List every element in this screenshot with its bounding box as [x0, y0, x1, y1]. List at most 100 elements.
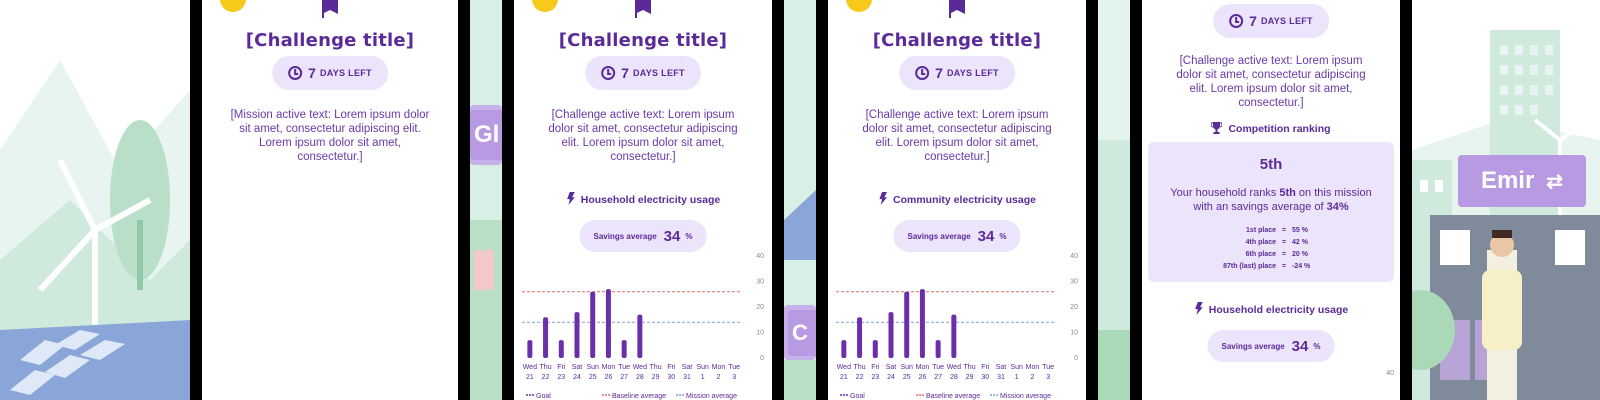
- x-tick-label-day: Fri: [557, 364, 566, 371]
- x-tick-label-day: Mon: [712, 364, 726, 371]
- challenge-title: [Challenge title]: [558, 30, 728, 51]
- days-left-badge: 7 DAYS LEFT: [899, 56, 1015, 90]
- side-label-partial: Gl: [470, 110, 504, 160]
- x-tick-label-day: Thu: [540, 364, 552, 371]
- x-tick-label-date: 28: [950, 374, 958, 381]
- y-tick-label: 20: [1070, 304, 1078, 311]
- x-tick-label-day: Thu: [964, 364, 976, 371]
- days-left-badge: 7 DAYS LEFT: [272, 56, 388, 90]
- y-tick-label: 30: [756, 279, 764, 286]
- legend-label: Baseline average: [926, 393, 980, 400]
- x-tick-label-date: 30: [981, 374, 989, 381]
- y-tick-label: 0: [760, 355, 764, 362]
- y-tick-label: 30: [1070, 279, 1078, 286]
- x-tick-label-day: Sun: [1010, 364, 1023, 371]
- days-left-badge: 7 DAYS LEFT: [1213, 4, 1329, 38]
- challenge-active-text: [Challenge active text: Lorem ipsum dolo…: [862, 109, 1052, 163]
- x-tick-label-date: 2: [1030, 374, 1034, 381]
- x-tick-label-date: 3: [1046, 374, 1050, 381]
- x-tick-label-day: Tue: [728, 364, 740, 371]
- y-tick-label: 40: [756, 253, 764, 260]
- x-tick-label-date: 22: [856, 374, 864, 381]
- x-tick-label-day: Fri: [871, 364, 880, 371]
- section-title: Household electricity usage: [514, 192, 772, 206]
- x-tick-label-date: 1: [1015, 374, 1019, 381]
- days-left-badge: 7 DAYS LEFT: [585, 56, 701, 90]
- flag-icon: [949, 0, 965, 18]
- chart-bar: [543, 317, 549, 358]
- x-tick-label-date: 24: [887, 374, 895, 381]
- challenge-active-text: [Challenge active text: Lorem ipsum dolo…: [548, 109, 738, 163]
- x-tick-label-date: 31: [683, 374, 691, 381]
- phone-screen-1: [Challenge title] 7 DAYS LEFT [Mission a…: [190, 0, 470, 400]
- section-title: Community electricity usage: [828, 192, 1086, 206]
- x-tick-label-day: Wed: [523, 364, 537, 371]
- savings-average-badge: Savings average 34 %: [1207, 330, 1335, 362]
- chart-bar: [621, 340, 627, 358]
- mission-active-text: [Mission active text: Lorem ipsum dolor …: [230, 109, 430, 163]
- x-tick-label-day: Tue: [932, 364, 944, 371]
- y-tick-label: 0: [1074, 355, 1078, 362]
- phone-screen-3: [Challenge title] 7 DAYS LEFT [Challenge…: [816, 0, 1098, 400]
- legend-label: Goal: [536, 393, 551, 400]
- list-item: 87th (last) place = -24 %: [1223, 262, 1311, 270]
- electricity-bar-chart: 0 10 20 30 40 Wed 21 Thu 22 Fri 23 Sat 24 Sun 25 Mon 26 T…: [514, 250, 772, 400]
- x-tick-label-date: 23: [557, 374, 565, 381]
- chart-bar: [637, 314, 643, 358]
- chart-bar: [590, 291, 596, 358]
- rank-list: 1st place = 55 % 4th place = 42 % 6th pl…: [1148, 224, 1394, 272]
- chart-bar: [605, 289, 611, 358]
- lightning-icon: [1195, 302, 1203, 315]
- x-tick-label-date: 29: [652, 374, 660, 381]
- swap-arrows-icon: ⇄: [1546, 170, 1564, 193]
- flag-icon: [635, 0, 651, 18]
- legend-label: Goal: [850, 393, 865, 400]
- chart-bar: [888, 312, 894, 358]
- avatar-name: Emir: [1480, 167, 1535, 194]
- x-tick-label-day: Sun: [696, 364, 709, 371]
- x-tick-label-day: Wed: [837, 364, 851, 371]
- list-item: 1st place = 55 %: [1246, 226, 1308, 234]
- x-tick-label-date: 2: [716, 374, 720, 381]
- lightning-icon: [567, 192, 575, 205]
- flag-icon: [322, 0, 338, 18]
- x-tick-label-day: Tue: [1042, 364, 1054, 371]
- y-tick-label: 20: [756, 304, 764, 311]
- savings-average-badge: Savings average 34 %: [579, 220, 707, 252]
- x-tick-label-day: Thu: [854, 364, 866, 371]
- sun-icon: [220, 0, 246, 12]
- x-tick-label-day: Sat: [886, 364, 897, 371]
- avatar-name-tag[interactable]: Emir ⇄: [1458, 155, 1586, 207]
- sun-icon: [532, 0, 558, 12]
- challenge-title: [Challenge title]: [872, 30, 1042, 51]
- avatar-person-illustration: [1482, 230, 1522, 400]
- x-tick-label-date: 26: [605, 374, 613, 381]
- x-tick-label-date: 26: [919, 374, 927, 381]
- x-tick-label-date: 22: [542, 374, 550, 381]
- chart-bar: [527, 340, 533, 358]
- x-tick-label-date: 25: [589, 374, 597, 381]
- x-tick-label-day: Sun: [900, 364, 913, 371]
- chart-bar: [951, 314, 957, 358]
- x-tick-label-day: Wed: [633, 364, 647, 371]
- challenge-active-text: [Challenge active text: Lorem ipsum dolo…: [1176, 55, 1366, 109]
- clock-icon: [288, 66, 303, 80]
- side-label-partial-2: C: [788, 310, 816, 356]
- rank-place: 5th: [1259, 156, 1283, 173]
- list-item: 4th place = 42 %: [1245, 238, 1308, 246]
- solar-panel-icon: [0, 320, 190, 400]
- clock-icon: [601, 66, 616, 80]
- ranking-section-title: Competition ranking: [1142, 122, 1400, 135]
- x-tick-label-date: 3: [732, 374, 736, 381]
- bar-chart-svg: 010203040Wed21Thu22Fri23Sat24Sun25Mon26T…: [522, 253, 764, 400]
- x-tick-label-day: Fri: [981, 364, 990, 371]
- y-tick-label: 40: [1070, 253, 1078, 260]
- savings-average-badge: Savings average 34 %: [893, 220, 1021, 252]
- section-title: Household electricity usage: [1142, 302, 1400, 316]
- chart-bar: [857, 317, 863, 358]
- chart-bar: [574, 312, 580, 358]
- chart-bar: [904, 291, 910, 358]
- x-tick-label-day: Mon: [1026, 364, 1040, 371]
- bar-chart-svg: 010203040Wed21Thu22Fri23Sat24Sun25Mon26T…: [836, 253, 1078, 400]
